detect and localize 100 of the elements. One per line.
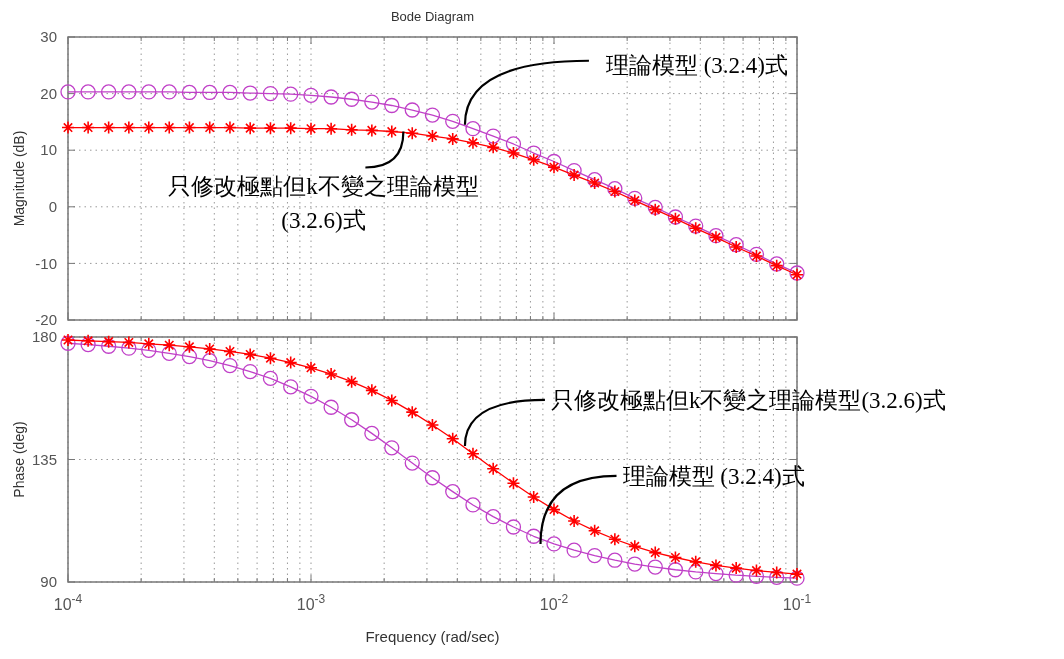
annotation: 理論模型 (3.2.4)式 bbox=[622, 463, 805, 489]
point bbox=[161, 345, 177, 361]
annotation: 理論模型 (3.2.4)式 bbox=[605, 52, 789, 78]
x-axis-title: Frequency (rad/sec) bbox=[365, 628, 500, 645]
point bbox=[466, 446, 480, 461]
point bbox=[546, 536, 562, 552]
point bbox=[202, 84, 218, 101]
point bbox=[688, 555, 703, 569]
point bbox=[587, 171, 603, 188]
point bbox=[222, 84, 238, 101]
point bbox=[283, 379, 299, 395]
point bbox=[304, 360, 318, 375]
point bbox=[790, 567, 804, 581]
point bbox=[243, 347, 257, 362]
point bbox=[667, 562, 684, 578]
point bbox=[709, 558, 723, 573]
point bbox=[566, 162, 582, 179]
point bbox=[466, 136, 480, 150]
point bbox=[364, 94, 380, 110]
point bbox=[141, 84, 157, 100]
x-tick-label: 10$^{-4}$ bbox=[53, 592, 83, 613]
point bbox=[263, 351, 278, 366]
y-tick-label: 90 bbox=[40, 573, 57, 591]
point bbox=[608, 532, 622, 547]
point bbox=[526, 528, 542, 544]
point bbox=[283, 121, 298, 135]
point bbox=[505, 136, 522, 152]
point bbox=[425, 129, 440, 143]
point bbox=[587, 524, 602, 538]
point bbox=[141, 337, 156, 351]
point bbox=[668, 550, 683, 565]
point bbox=[587, 176, 602, 190]
point bbox=[80, 336, 96, 353]
point bbox=[223, 344, 237, 359]
y-tick-label: 0 bbox=[48, 198, 57, 216]
point bbox=[749, 563, 764, 578]
point bbox=[262, 85, 279, 102]
point bbox=[384, 124, 399, 139]
y-tick-label: 30 bbox=[40, 28, 57, 46]
point bbox=[505, 519, 522, 535]
point bbox=[182, 120, 197, 135]
point bbox=[182, 340, 197, 354]
point bbox=[202, 120, 217, 135]
point bbox=[445, 132, 460, 146]
point bbox=[485, 509, 501, 525]
chart-title: Bode Diagram bbox=[390, 9, 475, 24]
point bbox=[789, 570, 805, 586]
point bbox=[80, 84, 96, 100]
point bbox=[424, 107, 441, 123]
point bbox=[81, 120, 95, 135]
point bbox=[769, 569, 785, 586]
annotation: 只修改極點但k不變之理論模型 (3.2.6)式 bbox=[168, 173, 479, 233]
point bbox=[202, 353, 218, 369]
point bbox=[465, 121, 481, 137]
point bbox=[242, 85, 258, 101]
point bbox=[365, 123, 379, 138]
point bbox=[121, 84, 137, 100]
point bbox=[81, 334, 95, 348]
point bbox=[324, 121, 338, 136]
point bbox=[323, 399, 339, 415]
point bbox=[506, 476, 521, 490]
annotation: 只修改極點但k不變之理論模型(3.2.6)式 bbox=[550, 387, 946, 413]
point bbox=[526, 153, 541, 167]
point bbox=[101, 120, 116, 135]
y-tick-label: 180 bbox=[31, 328, 57, 346]
point bbox=[162, 338, 177, 352]
point bbox=[101, 338, 117, 354]
point bbox=[566, 542, 582, 558]
y-tick-label: 135 bbox=[31, 450, 57, 468]
y-tick-label: 20 bbox=[40, 84, 57, 102]
point bbox=[384, 440, 400, 456]
point bbox=[243, 121, 257, 135]
point bbox=[242, 363, 258, 380]
point bbox=[60, 84, 76, 100]
point bbox=[344, 412, 360, 428]
point bbox=[445, 432, 460, 446]
point bbox=[181, 84, 198, 101]
point bbox=[323, 89, 339, 105]
point bbox=[344, 91, 360, 107]
point bbox=[364, 425, 380, 442]
point bbox=[506, 146, 521, 160]
point bbox=[445, 483, 461, 500]
point bbox=[424, 470, 441, 486]
x-tick-label: 10$^{-1}$ bbox=[782, 592, 812, 613]
point bbox=[181, 348, 198, 365]
point bbox=[708, 565, 724, 582]
point bbox=[405, 405, 420, 419]
point bbox=[547, 160, 561, 174]
point bbox=[101, 334, 116, 349]
point bbox=[365, 383, 379, 398]
y-tick-label: 10 bbox=[40, 141, 57, 159]
point bbox=[647, 559, 663, 575]
point bbox=[262, 370, 279, 387]
point bbox=[425, 418, 440, 432]
point bbox=[141, 120, 156, 135]
y-axis-title: Phase (deg) bbox=[11, 421, 27, 498]
point bbox=[748, 568, 765, 584]
x-tick-label: 10$^{-3}$ bbox=[296, 592, 326, 613]
point bbox=[303, 87, 319, 103]
point bbox=[384, 97, 400, 114]
